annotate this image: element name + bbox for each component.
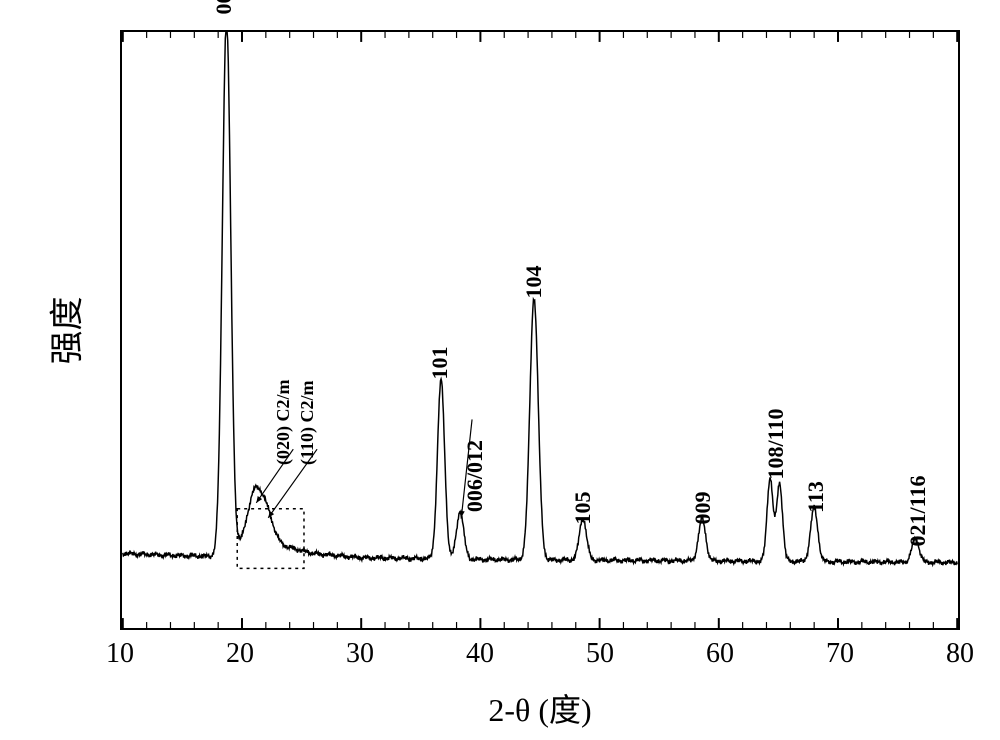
peak-label-003: 003 <box>211 0 237 15</box>
peak-label-105: 105 <box>570 491 596 524</box>
x-tick-label: 80 <box>946 638 974 670</box>
peak-label-006-012: 006/012 <box>462 440 488 512</box>
peak-label-104: 104 <box>521 266 547 299</box>
xrd-plot-svg <box>122 32 958 628</box>
x-tick-label: 30 <box>346 638 374 670</box>
chart-frame <box>120 30 960 630</box>
x-tick-label: 50 <box>586 638 614 670</box>
peak-label-101: 101 <box>427 347 453 380</box>
peak-label-009: 009 <box>690 492 716 525</box>
x-tick-label: 10 <box>106 638 134 670</box>
xrd-curve <box>123 32 957 565</box>
y-axis-label-text: 强度 <box>40 296 89 364</box>
x-tick-label: 20 <box>226 638 254 670</box>
x-tick-label: 60 <box>706 638 734 670</box>
peak-label-108-110: 108/110 <box>763 408 789 479</box>
x-tick-label: 40 <box>466 638 494 670</box>
peak-label-021-116: 021/116 <box>905 475 931 546</box>
y-axis-label: 强度 <box>30 30 98 630</box>
c2m-label-1: (110) C2/m <box>297 381 318 466</box>
x-tick-label: 70 <box>826 638 854 670</box>
c2m-label-0: (020) C2/m <box>273 380 294 465</box>
peak-label-113: 113 <box>803 481 829 513</box>
x-axis-label: 2-θ (度) <box>120 685 960 731</box>
